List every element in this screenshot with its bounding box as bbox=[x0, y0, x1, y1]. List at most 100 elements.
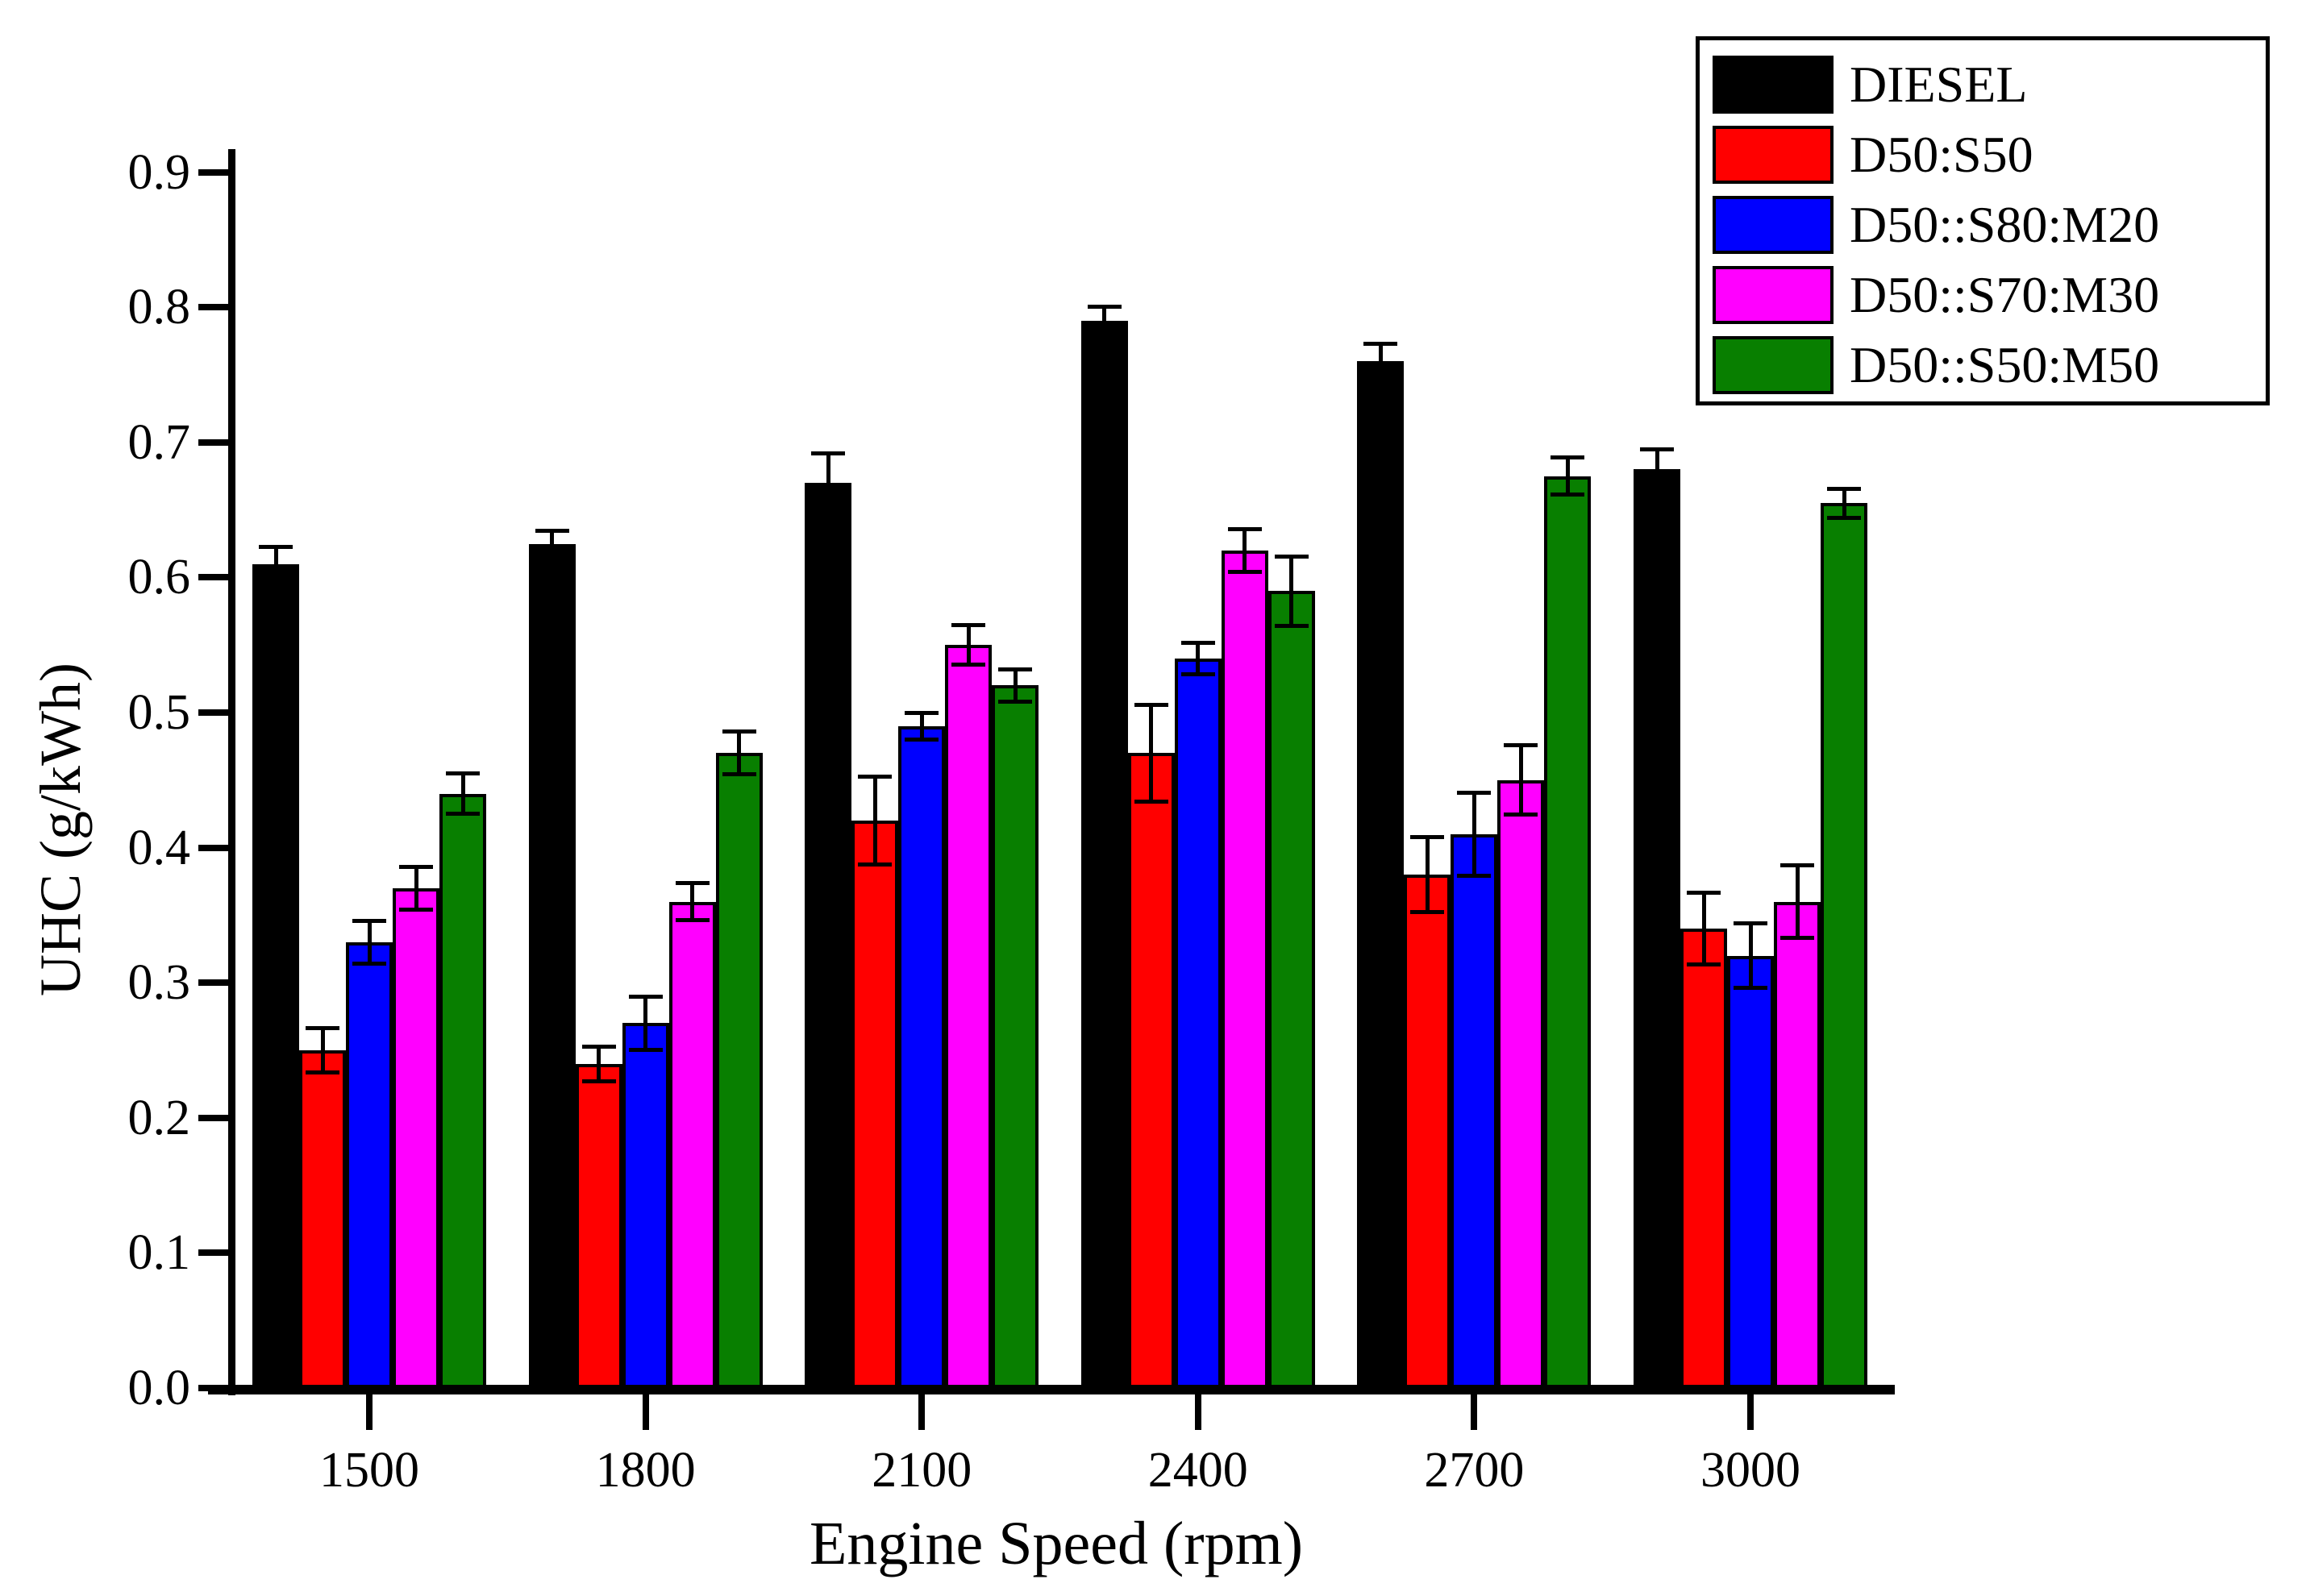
error-bar-cap-bottom bbox=[1180, 672, 1215, 677]
error-bar-cap-top bbox=[306, 1025, 339, 1030]
error-bar-cap-top bbox=[352, 919, 386, 924]
bar-DIESEL-1500 bbox=[252, 563, 299, 1388]
error-bar-line bbox=[1289, 555, 1294, 626]
bar-DIESEL-1800 bbox=[528, 543, 576, 1388]
y-tick-label: 0.5 bbox=[127, 685, 191, 740]
error-bar-line bbox=[320, 1027, 325, 1074]
y-tick bbox=[198, 438, 229, 446]
error-bar-line bbox=[1842, 488, 1846, 518]
error-bar-cap-bottom bbox=[722, 772, 756, 777]
error-bar-cap-top bbox=[811, 451, 846, 456]
error-bar-line bbox=[1149, 704, 1154, 802]
bar-D50::S70:M30-2700 bbox=[1497, 779, 1545, 1388]
error-bar-cap-top bbox=[1780, 863, 1814, 868]
legend-item-D50::S70:M30: D50::S70:M30 bbox=[1700, 260, 2266, 330]
error-bar-cap-top bbox=[1457, 790, 1492, 795]
error-bar-line bbox=[414, 867, 418, 910]
bar-D50::S70:M30-2400 bbox=[1221, 550, 1268, 1388]
y-tick-label: 0.1 bbox=[127, 1225, 191, 1281]
y-tick-label: 0.9 bbox=[127, 144, 191, 200]
legend-label: D50::S50:M50 bbox=[1850, 336, 2160, 393]
error-bar-cap-top bbox=[1363, 342, 1398, 347]
error-bar-line bbox=[1102, 305, 1107, 336]
y-tick-label: 0.3 bbox=[127, 955, 191, 1011]
error-bar-line bbox=[643, 995, 648, 1050]
error-bar-cap-bottom bbox=[352, 961, 386, 966]
y-tick-label: 0.0 bbox=[127, 1361, 191, 1415]
y-tick bbox=[198, 1249, 229, 1257]
legend-item-DIESEL: DIESEL bbox=[1700, 50, 2266, 120]
error-bar-cap-top bbox=[675, 881, 710, 886]
bar-DIESEL-2100 bbox=[805, 483, 852, 1388]
bar-D50:S50-2100 bbox=[851, 821, 899, 1388]
error-bar-line bbox=[273, 546, 278, 582]
error-bar-line bbox=[872, 775, 877, 866]
legend-swatch-DIESEL bbox=[1713, 56, 1834, 114]
bar-D50:S50-1500 bbox=[299, 1050, 346, 1388]
error-bar-line bbox=[1795, 865, 1800, 938]
bar-D50::S50:M50-2100 bbox=[992, 685, 1039, 1388]
bar-D50::S50:M50-3000 bbox=[1821, 503, 1867, 1388]
error-bar-line bbox=[1242, 529, 1247, 572]
x-tick bbox=[366, 1393, 373, 1430]
x-tick bbox=[642, 1393, 649, 1430]
error-bar-cap-bottom bbox=[1134, 799, 1168, 804]
error-bar-cap-top bbox=[951, 623, 986, 628]
error-bar-cap-bottom bbox=[1457, 873, 1492, 878]
error-bar-cap-bottom bbox=[1363, 376, 1398, 381]
x-tick-label: 1800 bbox=[595, 1443, 696, 1498]
y-tick bbox=[198, 574, 229, 581]
error-bar-cap-bottom bbox=[1640, 487, 1674, 492]
bar-DIESEL-3000 bbox=[1634, 469, 1680, 1388]
error-bar-cap-top bbox=[535, 528, 569, 533]
error-bar-line bbox=[367, 921, 372, 964]
error-bar-line bbox=[1196, 642, 1201, 675]
y-tick bbox=[198, 304, 229, 311]
error-bar-line bbox=[1013, 669, 1018, 702]
error-bar-cap-top bbox=[905, 711, 939, 715]
error-bar-cap-bottom bbox=[675, 918, 710, 923]
x-tick-label: 2400 bbox=[1147, 1443, 1248, 1498]
error-bar-cap-top bbox=[628, 994, 663, 999]
error-bar-cap-bottom bbox=[581, 1079, 616, 1083]
bar-D50::S80:M20-1500 bbox=[346, 941, 393, 1388]
y-tick bbox=[198, 709, 229, 716]
error-bar-cap-top bbox=[446, 771, 480, 776]
error-bar-cap-bottom bbox=[1734, 985, 1767, 990]
y-tick bbox=[198, 1114, 229, 1121]
y-tick-label: 0.8 bbox=[127, 280, 191, 335]
legend-swatch-D50::S50:M50 bbox=[1713, 336, 1834, 394]
error-bar-cap-bottom bbox=[858, 862, 893, 867]
error-bar-cap-bottom bbox=[1274, 623, 1309, 628]
legend-swatch-D50::S70:M30 bbox=[1713, 266, 1834, 324]
x-tick-label: 2100 bbox=[872, 1443, 972, 1498]
error-bar-cap-top bbox=[1134, 702, 1168, 707]
bar-D50::S50:M50-1500 bbox=[439, 793, 486, 1388]
x-tick bbox=[1471, 1393, 1478, 1430]
error-bar-cap-bottom bbox=[905, 737, 939, 742]
error-bar-line bbox=[1471, 792, 1476, 876]
legend-label: D50::S70:M30 bbox=[1850, 266, 2160, 323]
error-bar-cap-top bbox=[259, 544, 293, 549]
y-tick-label: 0.2 bbox=[127, 1090, 191, 1145]
x-axis-title: Engine Speed (rpm) bbox=[809, 1510, 1304, 1577]
error-bar-line bbox=[1655, 449, 1659, 490]
error-bar-cap-top bbox=[858, 774, 893, 779]
bar-DIESEL-2700 bbox=[1357, 361, 1405, 1388]
bar-D50::S50:M50-1800 bbox=[715, 753, 763, 1388]
y-axis-line bbox=[228, 149, 235, 1395]
error-bar-line bbox=[550, 530, 555, 558]
error-bar-cap-bottom bbox=[446, 811, 480, 816]
error-bar-line bbox=[597, 1045, 601, 1082]
legend-swatch-D50:S50 bbox=[1713, 126, 1834, 184]
error-bar-cap-top bbox=[1087, 304, 1122, 309]
error-bar-cap-top bbox=[1227, 527, 1262, 532]
error-bar-cap-bottom bbox=[535, 555, 569, 559]
error-bar-cap-bottom bbox=[811, 509, 846, 514]
bar-D50::S70:M30-1800 bbox=[668, 901, 716, 1388]
error-bar-cap-top bbox=[1687, 890, 1721, 895]
x-tick bbox=[918, 1393, 926, 1430]
error-bar-cap-top bbox=[1410, 835, 1445, 840]
error-bar-line bbox=[1701, 892, 1706, 966]
